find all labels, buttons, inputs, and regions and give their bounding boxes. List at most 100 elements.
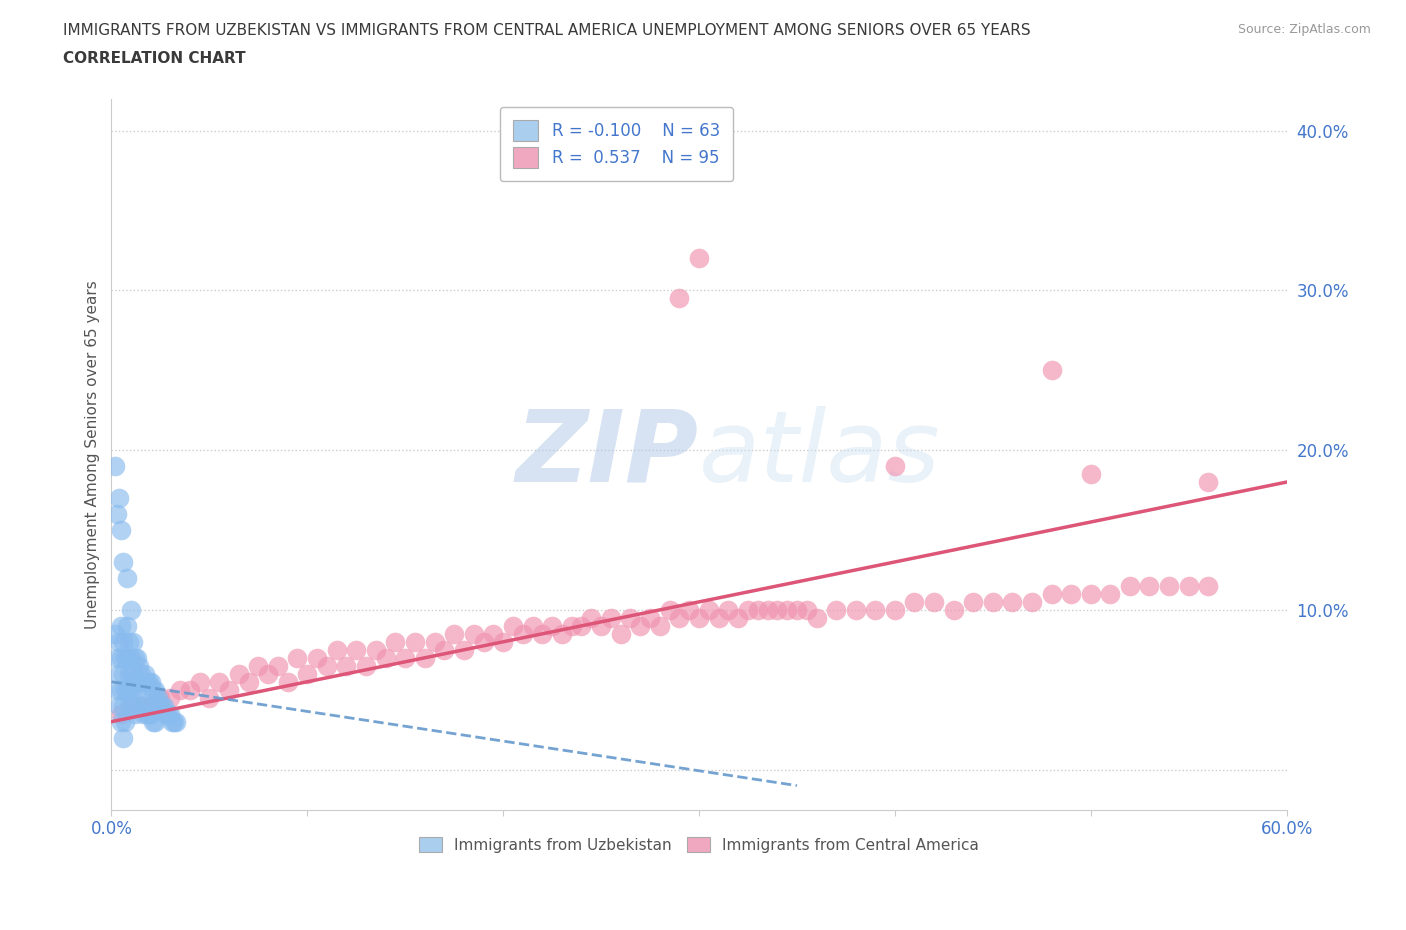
Point bbox=[1040, 363, 1063, 378]
Point bbox=[110, 618, 132, 633]
Point bbox=[110, 714, 132, 729]
Point bbox=[297, 666, 319, 681]
Point bbox=[463, 627, 485, 642]
Point bbox=[120, 650, 142, 665]
Point bbox=[110, 706, 132, 721]
Point bbox=[344, 643, 367, 658]
Point bbox=[128, 690, 150, 705]
Point bbox=[132, 706, 155, 721]
Point bbox=[157, 706, 180, 721]
Point bbox=[155, 706, 177, 721]
Point bbox=[796, 603, 818, 618]
Legend: Immigrants from Uzbekistan, Immigrants from Central America: Immigrants from Uzbekistan, Immigrants f… bbox=[413, 830, 986, 858]
Point bbox=[169, 683, 191, 698]
Point bbox=[1099, 587, 1122, 602]
Point bbox=[150, 698, 173, 713]
Point bbox=[697, 603, 720, 618]
Point bbox=[374, 650, 396, 665]
Point bbox=[139, 698, 162, 713]
Text: atlas: atlas bbox=[699, 405, 941, 502]
Point bbox=[104, 458, 127, 473]
Point bbox=[1197, 578, 1219, 593]
Point bbox=[122, 666, 145, 681]
Point bbox=[114, 650, 136, 665]
Point bbox=[110, 523, 132, 538]
Point bbox=[129, 698, 152, 713]
Point bbox=[143, 683, 166, 698]
Point bbox=[717, 603, 740, 618]
Point bbox=[122, 634, 145, 649]
Point bbox=[135, 674, 157, 689]
Point bbox=[139, 706, 162, 721]
Point bbox=[922, 594, 945, 609]
Point bbox=[482, 627, 505, 642]
Point bbox=[120, 683, 142, 698]
Point bbox=[124, 706, 146, 721]
Point bbox=[115, 570, 138, 585]
Point bbox=[112, 730, 135, 745]
Point bbox=[114, 683, 136, 698]
Point bbox=[114, 714, 136, 729]
Point bbox=[551, 627, 574, 642]
Point bbox=[756, 603, 779, 618]
Text: IMMIGRANTS FROM UZBEKISTAN VS IMMIGRANTS FROM CENTRAL AMERICA UNEMPLOYMENT AMONG: IMMIGRANTS FROM UZBEKISTAN VS IMMIGRANTS… bbox=[63, 23, 1031, 38]
Point bbox=[138, 674, 160, 689]
Point bbox=[118, 634, 141, 649]
Point bbox=[512, 627, 534, 642]
Point bbox=[845, 603, 868, 618]
Point bbox=[433, 643, 456, 658]
Point bbox=[942, 603, 965, 618]
Point bbox=[394, 650, 416, 665]
Point bbox=[108, 491, 131, 506]
Point bbox=[962, 594, 984, 609]
Point bbox=[129, 666, 152, 681]
Point bbox=[747, 603, 769, 618]
Point bbox=[423, 634, 446, 649]
Point bbox=[228, 666, 250, 681]
Point bbox=[335, 658, 357, 673]
Y-axis label: Unemployment Among Seniors over 65 years: Unemployment Among Seniors over 65 years bbox=[86, 280, 100, 629]
Point bbox=[1177, 578, 1199, 593]
Point bbox=[727, 610, 749, 625]
Point bbox=[1040, 587, 1063, 602]
Point bbox=[163, 714, 186, 729]
Point bbox=[776, 603, 799, 618]
Point bbox=[105, 683, 128, 698]
Point bbox=[124, 650, 146, 665]
Point bbox=[599, 610, 621, 625]
Point bbox=[571, 618, 593, 633]
Point bbox=[707, 610, 730, 625]
Point bbox=[315, 658, 337, 673]
Text: CORRELATION CHART: CORRELATION CHART bbox=[63, 51, 246, 66]
Point bbox=[492, 634, 515, 649]
Point bbox=[110, 650, 132, 665]
Point bbox=[522, 618, 544, 633]
Point bbox=[354, 658, 377, 673]
Point bbox=[981, 594, 1004, 609]
Point bbox=[153, 698, 176, 713]
Point bbox=[638, 610, 661, 625]
Point bbox=[105, 650, 128, 665]
Point bbox=[443, 627, 465, 642]
Point bbox=[688, 251, 710, 266]
Point bbox=[737, 603, 759, 618]
Point bbox=[105, 507, 128, 522]
Point bbox=[678, 603, 700, 618]
Point bbox=[115, 683, 138, 698]
Point bbox=[112, 554, 135, 569]
Point bbox=[1001, 594, 1024, 609]
Point bbox=[125, 650, 148, 665]
Point bbox=[1080, 587, 1102, 602]
Point bbox=[404, 634, 426, 649]
Point bbox=[115, 650, 138, 665]
Point bbox=[668, 291, 690, 306]
Point bbox=[134, 698, 156, 713]
Point bbox=[108, 666, 131, 681]
Point bbox=[561, 618, 583, 633]
Point bbox=[364, 643, 387, 658]
Point bbox=[124, 674, 146, 689]
Point bbox=[159, 706, 181, 721]
Point bbox=[1021, 594, 1043, 609]
Point bbox=[609, 627, 631, 642]
Point bbox=[472, 634, 495, 649]
